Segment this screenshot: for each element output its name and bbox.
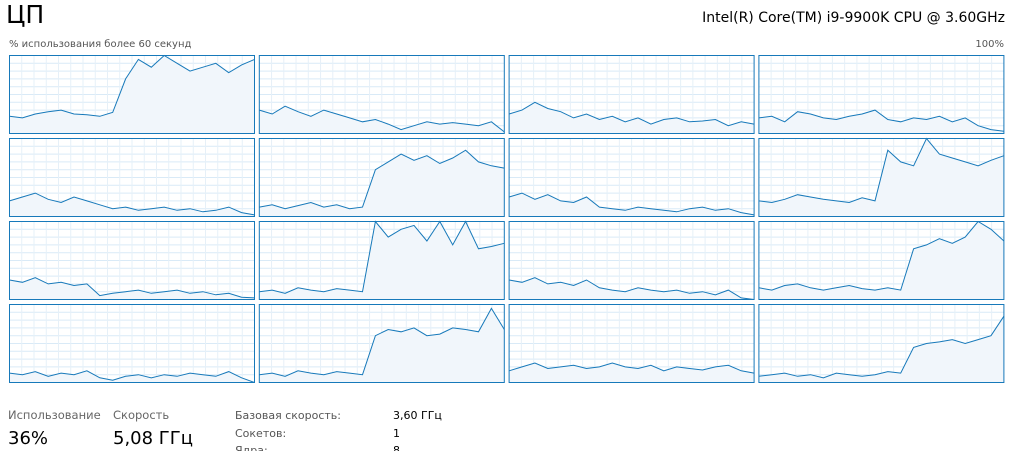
graph-border [258,304,505,383]
graph-border [258,138,505,217]
stat-label: Использование [8,408,101,422]
stat-value: 36% [8,428,49,449]
core-graphs [9,54,1005,383]
detail-value: 1 [393,426,400,440]
graph-border [508,304,755,383]
usage-line [758,137,1005,204]
graph-border [758,221,1005,300]
detail-label: Ядра: [235,444,268,451]
graph-border [258,221,505,300]
usage-area [9,193,255,217]
detail-label: Сокетов: [235,426,287,440]
usage-line [758,109,1004,132]
usage-line [508,101,755,127]
usage-line [9,54,255,119]
usage-line [508,192,755,216]
usage-area [9,55,255,134]
graph-border [9,138,255,217]
graph-border [9,304,255,383]
usage-line [9,277,255,299]
usage-area [758,110,1004,134]
usage-area [259,106,505,134]
usage-line [758,220,1005,291]
usage-area [509,193,755,217]
usage-line [9,192,255,216]
graph-border [9,55,255,134]
stat-value: 5,08 ГГц [113,428,194,449]
usage-area [509,102,755,134]
usage-line [259,149,505,210]
graph-border [758,304,1005,383]
stat-label: Скорость [113,408,170,422]
usage-area [758,221,1004,300]
graph-border [758,55,1005,134]
graph-border [758,138,1005,217]
cpu-name: Intel(R) Core(TM) i9-9900K CPU @ 3.60GHz [702,10,1005,26]
page-title: ЦП [6,0,45,29]
usage-area [259,150,505,217]
usage-line [509,277,755,300]
usage-area [9,277,255,300]
usage-line [259,307,505,377]
usage-area [509,363,755,383]
graph-border [9,221,255,300]
graph-border [508,138,755,217]
usage-area [259,308,505,383]
usage-line [508,362,755,374]
usage-line [259,220,505,294]
detail-value: 8 [393,444,400,451]
usage-line [758,315,1005,379]
detail-label: Базовая скорость: [235,409,341,422]
graph-border [508,55,755,134]
graph-caption: % использования более 60 секунд [9,39,192,50]
detail-value: 3,60 ГГц [393,409,442,422]
usage-line [259,105,505,133]
graph-max-label: 100% [975,39,1004,50]
graph-border [258,55,505,134]
usage-area [758,316,1004,383]
usage-line [9,370,255,383]
usage-area [509,277,755,300]
usage-area [259,221,505,300]
graph-border [508,221,755,300]
